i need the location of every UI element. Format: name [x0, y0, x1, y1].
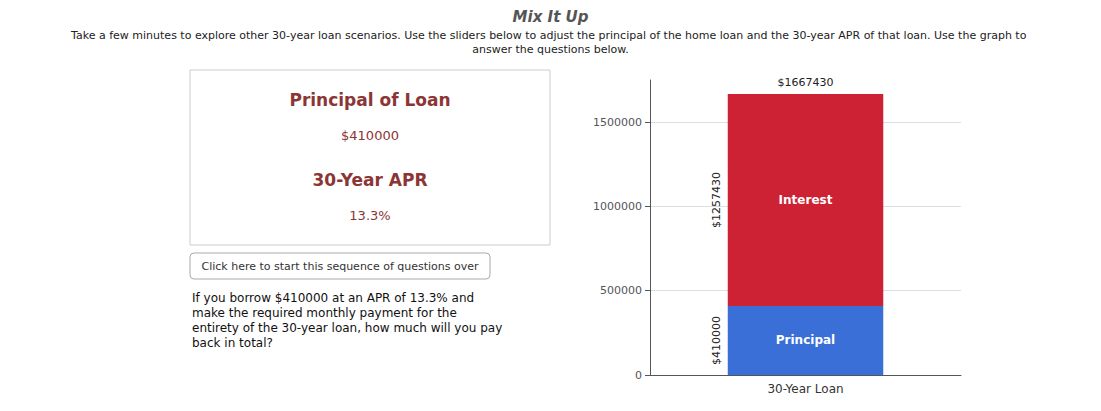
svg-text:Click here to start this seque: Click here to start this sequence of que… — [201, 260, 479, 273]
svg-text:13.3%: 13.3% — [349, 208, 390, 223]
svg-text:1500000: 1500000 — [593, 116, 642, 129]
svg-text:30-Year Loan: 30-Year Loan — [767, 382, 843, 396]
svg-text:answer the questions below.: answer the questions below. — [472, 43, 629, 56]
svg-text:$410000: $410000 — [710, 316, 723, 365]
svg-text:500000: 500000 — [600, 284, 642, 297]
svg-text:If you borrow $410000 at an AP: If you borrow $410000 at an APR of 13.3%… — [192, 291, 474, 305]
svg-text:$410000: $410000 — [341, 128, 399, 143]
svg-text:30-Year APR: 30-Year APR — [313, 170, 428, 190]
svg-text:Interest: Interest — [779, 193, 833, 207]
svg-text:make the required monthly paym: make the required monthly payment for th… — [192, 306, 457, 320]
svg-text:Principal of Loan: Principal of Loan — [289, 90, 450, 110]
svg-text:entirety of the 30-year loan,: entirety of the 30-year loan, how much w… — [192, 321, 502, 335]
svg-text:$1667430: $1667430 — [778, 76, 834, 89]
svg-text:Take a few minutes to explore: Take a few minutes to explore other 30-y… — [70, 29, 1030, 42]
svg-text:Mix It Up: Mix It Up — [513, 8, 589, 26]
svg-text:back in total?: back in total? — [192, 336, 273, 350]
svg-text:0: 0 — [635, 369, 642, 382]
svg-text:$1257430: $1257430 — [710, 172, 723, 228]
svg-text:1000000: 1000000 — [593, 200, 642, 213]
svg-text:Principal: Principal — [776, 333, 835, 347]
